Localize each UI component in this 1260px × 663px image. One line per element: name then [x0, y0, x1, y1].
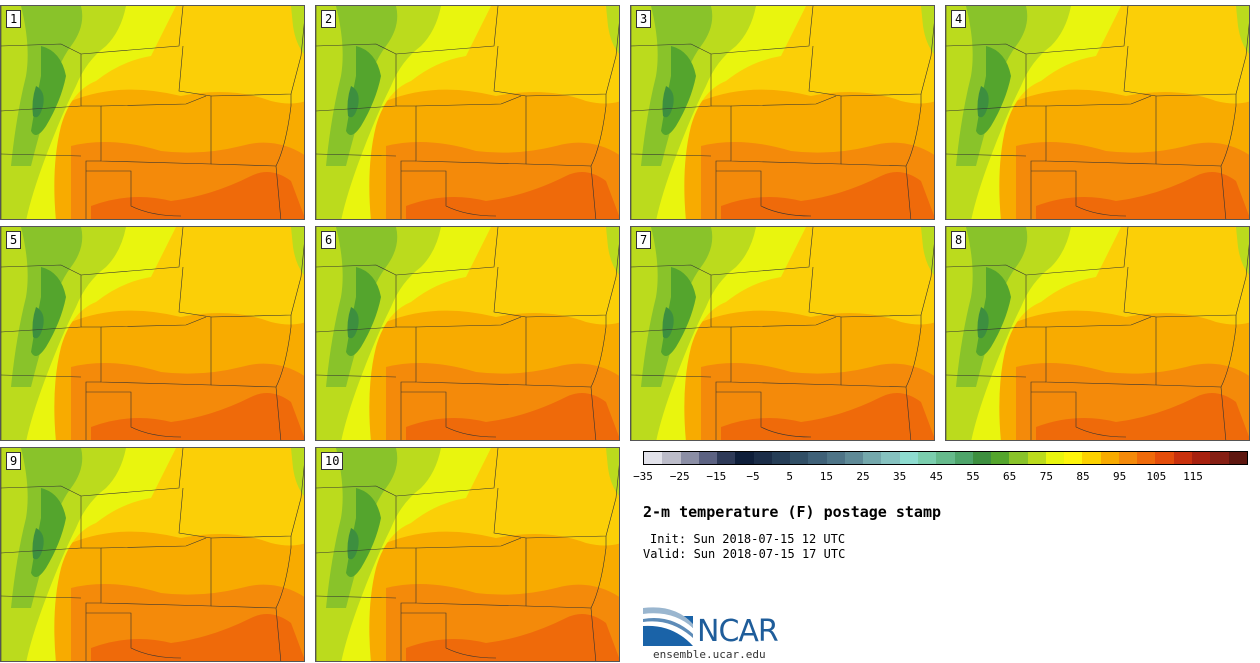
temperature-map	[631, 6, 934, 219]
map-panel-1: 1	[0, 5, 305, 220]
colorbar-cell	[972, 452, 992, 464]
colorbar-cell	[717, 452, 736, 464]
map-panel-9: 9	[0, 447, 305, 662]
colorbar-tick-label: 85	[1076, 470, 1090, 483]
colorbar-cell	[680, 452, 699, 464]
colorbar-cell	[1137, 452, 1156, 464]
colorbar-cell	[1045, 452, 1065, 464]
colorbar-tick-label: 115	[1183, 470, 1203, 483]
colorbar-cell	[771, 452, 791, 464]
valid-time: Valid: Sun 2018-07-15 17 UTC	[643, 547, 846, 561]
colorbar-tick-label: 5	[786, 470, 793, 483]
colorbar-tick-label: −35	[633, 470, 653, 483]
colorbar-cell	[863, 452, 882, 464]
colorbar-labels: −35 −25 −15 −5 5 15 25 35 45 55 65 75 85 95 105 115	[633, 470, 1248, 484]
colorbar-tick-label: 25	[856, 470, 870, 483]
colorbar-cell	[1173, 452, 1192, 464]
temperature-map	[946, 227, 1249, 440]
colorbar-tick-label: 95	[1113, 470, 1127, 483]
colorbar-cell	[808, 452, 827, 464]
panel-number: 4	[951, 10, 967, 28]
colorbar	[643, 451, 1248, 465]
colorbar-tick-label: 35	[893, 470, 907, 483]
temperature-map	[316, 227, 619, 440]
colorbar-cell	[790, 452, 809, 464]
colorbar-cell	[899, 452, 918, 464]
colorbar-cell	[1100, 452, 1119, 464]
colorbar-cell	[662, 452, 681, 464]
colorbar-tick-label: 75	[1039, 470, 1053, 483]
panel-number: 9	[6, 452, 22, 470]
panel-number: 7	[636, 231, 652, 249]
map-panel-2: 2	[315, 5, 620, 220]
chart-title: 2-m temperature (F) postage stamp	[643, 503, 942, 521]
colorbar-cell	[735, 452, 754, 464]
colorbar-cell	[1009, 452, 1028, 464]
map-panel-8: 8	[945, 226, 1250, 441]
temperature-map	[1, 448, 304, 661]
colorbar-cell	[826, 452, 845, 464]
map-panel-3: 3	[630, 5, 935, 220]
colorbar-cell	[1228, 452, 1247, 464]
map-panel-5: 5	[0, 226, 305, 441]
map-panel-6: 6	[315, 226, 620, 441]
init-time: Init: Sun 2018-07-15 12 UTC	[650, 532, 846, 546]
temperature-map	[631, 227, 934, 440]
map-panel-7: 7	[630, 226, 935, 441]
temperature-map	[316, 6, 619, 219]
colorbar-tick-label: 15	[819, 470, 833, 483]
colorbar-cell	[1155, 452, 1174, 464]
panel-number: 10	[321, 452, 344, 470]
panel-number: 3	[636, 10, 652, 28]
colorbar-cell	[698, 452, 718, 464]
colorbar-cell	[644, 452, 663, 464]
ncar-logo-text: NCAR	[697, 614, 779, 649]
colorbar-tick-label: 105	[1146, 470, 1167, 483]
colorbar-cell	[1210, 452, 1229, 464]
temperature-map	[1, 6, 304, 219]
colorbar-cell	[881, 452, 900, 464]
colorbar-cell	[917, 452, 937, 464]
ncar-logo-icon	[643, 607, 693, 646]
colorbar-cell	[1027, 452, 1046, 464]
panel-number: 8	[951, 231, 967, 249]
temperature-map	[946, 6, 1249, 219]
panel-number: 1	[6, 10, 22, 28]
colorbar-tick-label: 55	[966, 470, 980, 483]
panel-number: 2	[321, 10, 337, 28]
colorbar-cell	[753, 452, 772, 464]
colorbar-tick-label: 65	[1003, 470, 1017, 483]
colorbar-tick-label: −5	[746, 470, 760, 483]
temperature-map	[1, 227, 304, 440]
colorbar-cell	[991, 452, 1010, 464]
colorbar-cell	[936, 452, 955, 464]
colorbar-cell	[954, 452, 973, 464]
colorbar-tick-label: 45	[929, 470, 943, 483]
logo-url[interactable]: ensemble.ucar.edu	[653, 648, 766, 661]
temperature-map	[316, 448, 619, 661]
panel-number: 5	[6, 231, 22, 249]
colorbar-cell	[844, 452, 864, 464]
panel-number: 6	[321, 231, 337, 249]
colorbar-tick-label: −25	[669, 470, 690, 483]
colorbar-cell	[1191, 452, 1211, 464]
map-panel-4: 4	[945, 5, 1250, 220]
colorbar-cell	[1118, 452, 1138, 464]
colorbar-cell	[1082, 452, 1101, 464]
colorbar-tick-label: −15	[706, 470, 727, 483]
colorbar-cell	[1064, 452, 1083, 464]
map-panel-10: 10	[315, 447, 620, 662]
